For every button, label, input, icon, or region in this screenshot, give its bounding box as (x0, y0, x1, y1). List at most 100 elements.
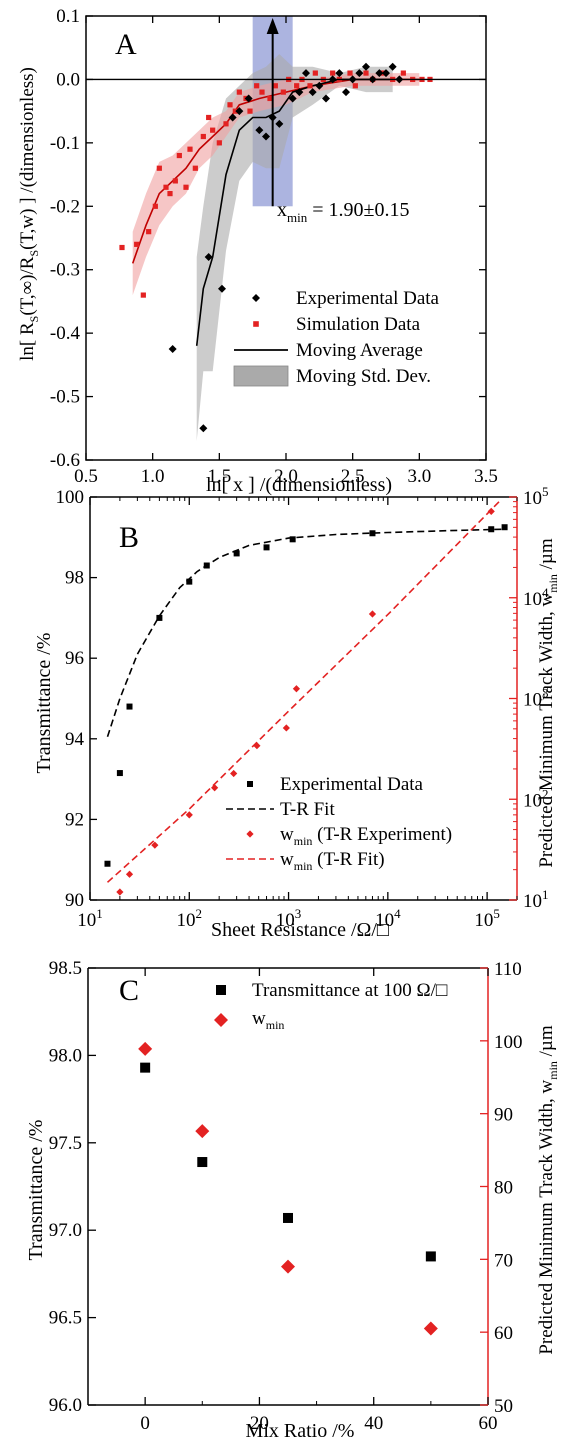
simulation-data-point (400, 70, 406, 76)
wmin-experiment-point (230, 769, 238, 778)
experimental-data-point (126, 703, 133, 710)
transmittance-data-point (283, 1212, 293, 1223)
panel-b-x-axis-title: Sheet Resistance /Ω/□ (211, 919, 389, 941)
experimental-data-point (322, 94, 330, 103)
y-right-tick-label: 110 (494, 959, 522, 980)
experimental-data-point (233, 550, 240, 557)
x-tick-label: 2.0 (274, 466, 298, 487)
experimental-data-point (342, 88, 350, 97)
x-tick-label: 105 (474, 906, 500, 931)
legend-wmin-marker (214, 1013, 228, 1027)
simulation-data-point (183, 184, 189, 190)
panel-a-x-axis-title: ln[ x ] /(dimensionless) (206, 474, 392, 496)
legend-wmin-experiment-label: wmin (T-R Experiment) (280, 824, 452, 848)
simulation-data-point (156, 165, 162, 171)
simulation-data-point (227, 102, 233, 108)
y-tick-label: 97.5 (49, 1133, 82, 1154)
wmin-experiment-point (292, 685, 301, 693)
experimental-data-point (203, 562, 210, 569)
y-tick-label: 90 (65, 890, 84, 911)
transmittance-data-point (425, 1251, 436, 1262)
legend-moving-average-label: Moving Average (296, 340, 423, 361)
simulation-data-point (247, 108, 253, 114)
legend-moving-std-label: Moving Std. Dev. (296, 366, 431, 387)
panel-a-legend: Experimental Data Simulation Data Moving A… (233, 288, 440, 387)
experimental-data-point (369, 530, 376, 537)
panel-b-y-axis-title-left: Transmittance /% (33, 633, 55, 774)
y-tick-label: 0.0 (56, 69, 80, 90)
y-tick-label: 96.0 (49, 1395, 82, 1416)
simulation-data-point (200, 133, 206, 140)
experimental-data-point (156, 614, 163, 621)
legend-experimental-label: Experimental Data (296, 288, 440, 309)
simulation-data-point (206, 114, 212, 121)
y-tick-label: 96.5 (49, 1308, 82, 1329)
legend-experimental-label: Experimental Data (280, 774, 424, 795)
tr-fit-line (106, 528, 505, 738)
simulation-data-point (210, 127, 216, 133)
simulation-data-point (307, 83, 313, 89)
panel-b-label: B (119, 521, 139, 554)
panel-c-label: C (119, 974, 139, 1007)
x-tick-label: 2.5 (341, 466, 365, 487)
simulation-data-point (267, 95, 273, 102)
simulation-data-point (347, 70, 353, 76)
wmin-data-point (281, 1259, 295, 1274)
y-right-tick-label: 90 (494, 1105, 513, 1126)
panel-b-axes: 101 102 103 104 1059092949698100101102103104… (56, 484, 550, 931)
panel-b-y-axis-title-right: Predicted Minimum Track Width, wmin /µm (536, 538, 560, 868)
panel-c-y-axis-title-right: Predicted Minimum Track Width, wmin /µm (536, 1025, 560, 1355)
simulation-data-point (216, 140, 222, 146)
simulation-data-point (176, 152, 182, 159)
simulation-data-point (312, 70, 318, 76)
experimental-data-point (275, 119, 284, 128)
experimental-data-point (218, 284, 226, 293)
experimental-data-point (362, 62, 370, 71)
y-tick-label: -0.4 (50, 323, 81, 344)
y-tick-label: 92 (65, 809, 84, 830)
experimental-data-point (186, 578, 193, 585)
y-right-tick-label: 70 (494, 1250, 513, 1271)
simulation-data-point (254, 83, 260, 89)
panel-b-data-points (104, 507, 508, 896)
simulation-data-point (280, 89, 286, 95)
simulation-data-point (167, 191, 173, 197)
y-right-tick-label: 100 (494, 1032, 523, 1053)
simulation-data-point (352, 83, 358, 89)
y-right-tick-label: 105 (523, 484, 549, 509)
wmin-experiment-point (368, 610, 377, 618)
x-tick-label: 0.5 (74, 466, 98, 487)
transmittance-data-point (197, 1157, 208, 1168)
x-tick-label: 3.5 (474, 466, 498, 487)
panel-c: 0 20 40 6096.096.597.097.598.098.5506070809… (25, 958, 560, 1442)
x-tick-label: 102 (177, 906, 203, 931)
experimental-data-point (355, 69, 364, 78)
experimental-data-point (375, 69, 384, 78)
legend-wmin-experiment-marker (246, 830, 254, 838)
experimental-data-point (168, 345, 177, 353)
x-tick-label: 1.0 (141, 466, 165, 487)
panel-a-axes: 0.5 1.0 1.5 2.0 2.5 3.0 3.5 -0.6 -0.5 -0.4 -0.3 -0.… (50, 6, 498, 487)
experimental-data-point (244, 94, 253, 103)
legend-transmittance-marker (216, 985, 226, 995)
x-tick-label: 60 (479, 1413, 498, 1434)
y-tick-label: 98.0 (49, 1045, 82, 1066)
experimental-data-point (204, 253, 213, 262)
experimental-std-band (196, 54, 393, 441)
y-tick-label: 100 (56, 487, 85, 508)
y-tick-label: -0.1 (50, 133, 80, 154)
legend-transmittance-label: Transmittance at 100 Ω/□ (252, 980, 448, 1001)
legend-moving-std-swatch (233, 365, 289, 387)
panel-a-label: A (115, 28, 137, 61)
x-tick-label: 3.0 (407, 466, 431, 487)
simulation-data-point (192, 165, 198, 171)
xmin-arrow-head (266, 18, 279, 34)
y-tick-label: 0.1 (56, 6, 80, 27)
experimental-data-point (255, 126, 264, 135)
legend-simulation-marker (253, 321, 259, 327)
y-tick-label: 98 (65, 568, 84, 589)
panel-b: 101 102 103 104 1059092949698100101102103104… (33, 484, 560, 941)
panel-a: 0.5 1.0 1.5 2.0 2.5 3.0 3.5 -0.6 -0.5 -0.4 -0.3 -0.… (17, 6, 498, 496)
y-right-tick-label: 50 (494, 1396, 513, 1417)
